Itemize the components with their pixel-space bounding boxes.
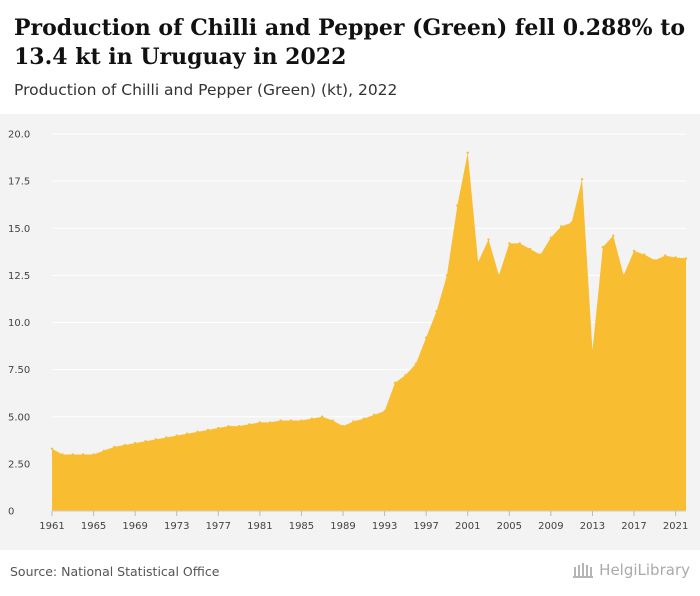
x-tick-label: 1973	[164, 521, 189, 532]
x-tick-label: 2017	[621, 521, 646, 532]
data-point[interactable]	[372, 413, 376, 417]
data-point[interactable]	[185, 432, 189, 435]
y-tick-label: 10.0	[8, 318, 30, 329]
data-point[interactable]	[560, 225, 563, 228]
x-tick-label: 2021	[663, 521, 688, 532]
data-point[interactable]	[279, 419, 282, 422]
data-point[interactable]	[362, 417, 366, 420]
data-point[interactable]	[549, 236, 553, 239]
data-point[interactable]	[508, 242, 511, 245]
data-point[interactable]	[653, 259, 657, 262]
chart-title: Production of Chilli and Pepper (Green) …	[14, 15, 686, 70]
x-tick-label: 2013	[580, 521, 605, 532]
y-tick-label: 0	[8, 507, 14, 518]
data-point[interactable]	[113, 445, 116, 449]
data-point[interactable]	[206, 428, 210, 432]
data-point[interactable]	[674, 256, 677, 259]
data-point[interactable]	[466, 151, 469, 155]
y-axis: 0 2.50 5.00 7.50 10.0 12.5 15.0 17.5 20.0	[8, 130, 30, 518]
data-point[interactable]	[352, 420, 355, 423]
data-point[interactable]	[61, 453, 64, 456]
data-point[interactable]	[248, 423, 251, 426]
y-tick-label: 7.50	[8, 365, 30, 376]
data-point[interactable]	[622, 274, 625, 277]
x-tick-label: 2009	[538, 521, 563, 532]
data-point[interactable]	[664, 254, 667, 257]
data-point[interactable]	[321, 415, 324, 418]
logo-text: HelgiLibrary	[599, 561, 690, 579]
data-point[interactable]	[601, 245, 605, 249]
x-tick-label: 1965	[81, 521, 106, 532]
data-point[interactable]	[684, 257, 688, 260]
data-point[interactable]	[539, 253, 542, 256]
y-tick-label: 5.00	[8, 412, 30, 423]
data-point[interactable]	[383, 409, 386, 413]
y-tick-label: 15.0	[8, 224, 30, 235]
x-tick-label: 1969	[122, 521, 147, 532]
x-tick-label: 2005	[497, 521, 522, 532]
data-point[interactable]	[435, 309, 438, 313]
data-point[interactable]	[424, 336, 428, 339]
x-tick-label: 1977	[206, 521, 231, 532]
data-point[interactable]	[632, 249, 636, 253]
data-point[interactable]	[393, 381, 397, 385]
data-point[interactable]	[144, 440, 147, 443]
y-tick-label: 12.5	[8, 271, 30, 282]
x-tick-label: 1985	[289, 521, 314, 532]
library-columns-icon	[573, 563, 594, 578]
data-point[interactable]	[196, 430, 199, 434]
data-point[interactable]	[310, 417, 314, 420]
data-point[interactable]	[81, 453, 85, 456]
data-point[interactable]	[591, 349, 594, 352]
data-point[interactable]	[50, 447, 54, 450]
data-point[interactable]	[258, 421, 262, 424]
data-point[interactable]	[102, 449, 106, 452]
data-point[interactable]	[300, 419, 303, 422]
data-point[interactable]	[92, 453, 95, 456]
data-point[interactable]	[175, 434, 178, 437]
y-tick-label: 2.50	[8, 459, 30, 470]
data-point[interactable]	[456, 204, 459, 207]
data-point[interactable]	[133, 441, 137, 445]
series-area-group	[50, 151, 688, 511]
data-point[interactable]	[497, 274, 501, 277]
y-tick-label: 17.5	[8, 177, 30, 188]
x-tick-label: 1989	[330, 521, 355, 532]
x-tick-label: 2001	[455, 521, 480, 532]
data-point[interactable]	[643, 253, 646, 256]
data-point[interactable]	[404, 374, 407, 377]
data-point[interactable]	[612, 234, 615, 237]
data-point[interactable]	[487, 238, 490, 241]
data-point[interactable]	[123, 443, 126, 447]
data-point[interactable]	[217, 426, 220, 430]
series-area	[52, 152, 686, 511]
x-tick-label: 1981	[247, 521, 272, 532]
data-point[interactable]	[71, 453, 74, 456]
x-tick-label: 1997	[413, 521, 438, 532]
y-tick-label: 20.0	[8, 130, 30, 141]
data-point[interactable]	[414, 362, 417, 366]
data-point[interactable]	[445, 274, 449, 277]
data-point[interactable]	[154, 438, 158, 441]
data-point[interactable]	[289, 419, 293, 422]
x-tick-label: 1961	[39, 521, 64, 532]
data-point[interactable]	[570, 221, 573, 224]
data-point[interactable]	[341, 424, 345, 428]
data-point[interactable]	[528, 247, 532, 251]
data-point[interactable]	[331, 419, 334, 422]
data-point[interactable]	[476, 260, 480, 264]
data-point[interactable]	[518, 242, 521, 245]
data-point[interactable]	[227, 424, 230, 428]
data-point[interactable]	[165, 436, 168, 439]
data-point[interactable]	[237, 424, 241, 428]
data-point[interactable]	[269, 421, 272, 424]
x-axis: 1961 1965 1969 1973 1977 1981 1985 1989 1993 1997…	[39, 510, 688, 532]
helgi-library-logo[interactable]: HelgiLibrary	[572, 561, 690, 579]
x-tick-label: 1993	[372, 521, 397, 532]
chart-subtitle: Production of Chilli and Pepper (Green) …	[14, 81, 398, 99]
source-note: Source: National Statistical Office	[10, 564, 220, 579]
data-point[interactable]	[580, 178, 584, 181]
